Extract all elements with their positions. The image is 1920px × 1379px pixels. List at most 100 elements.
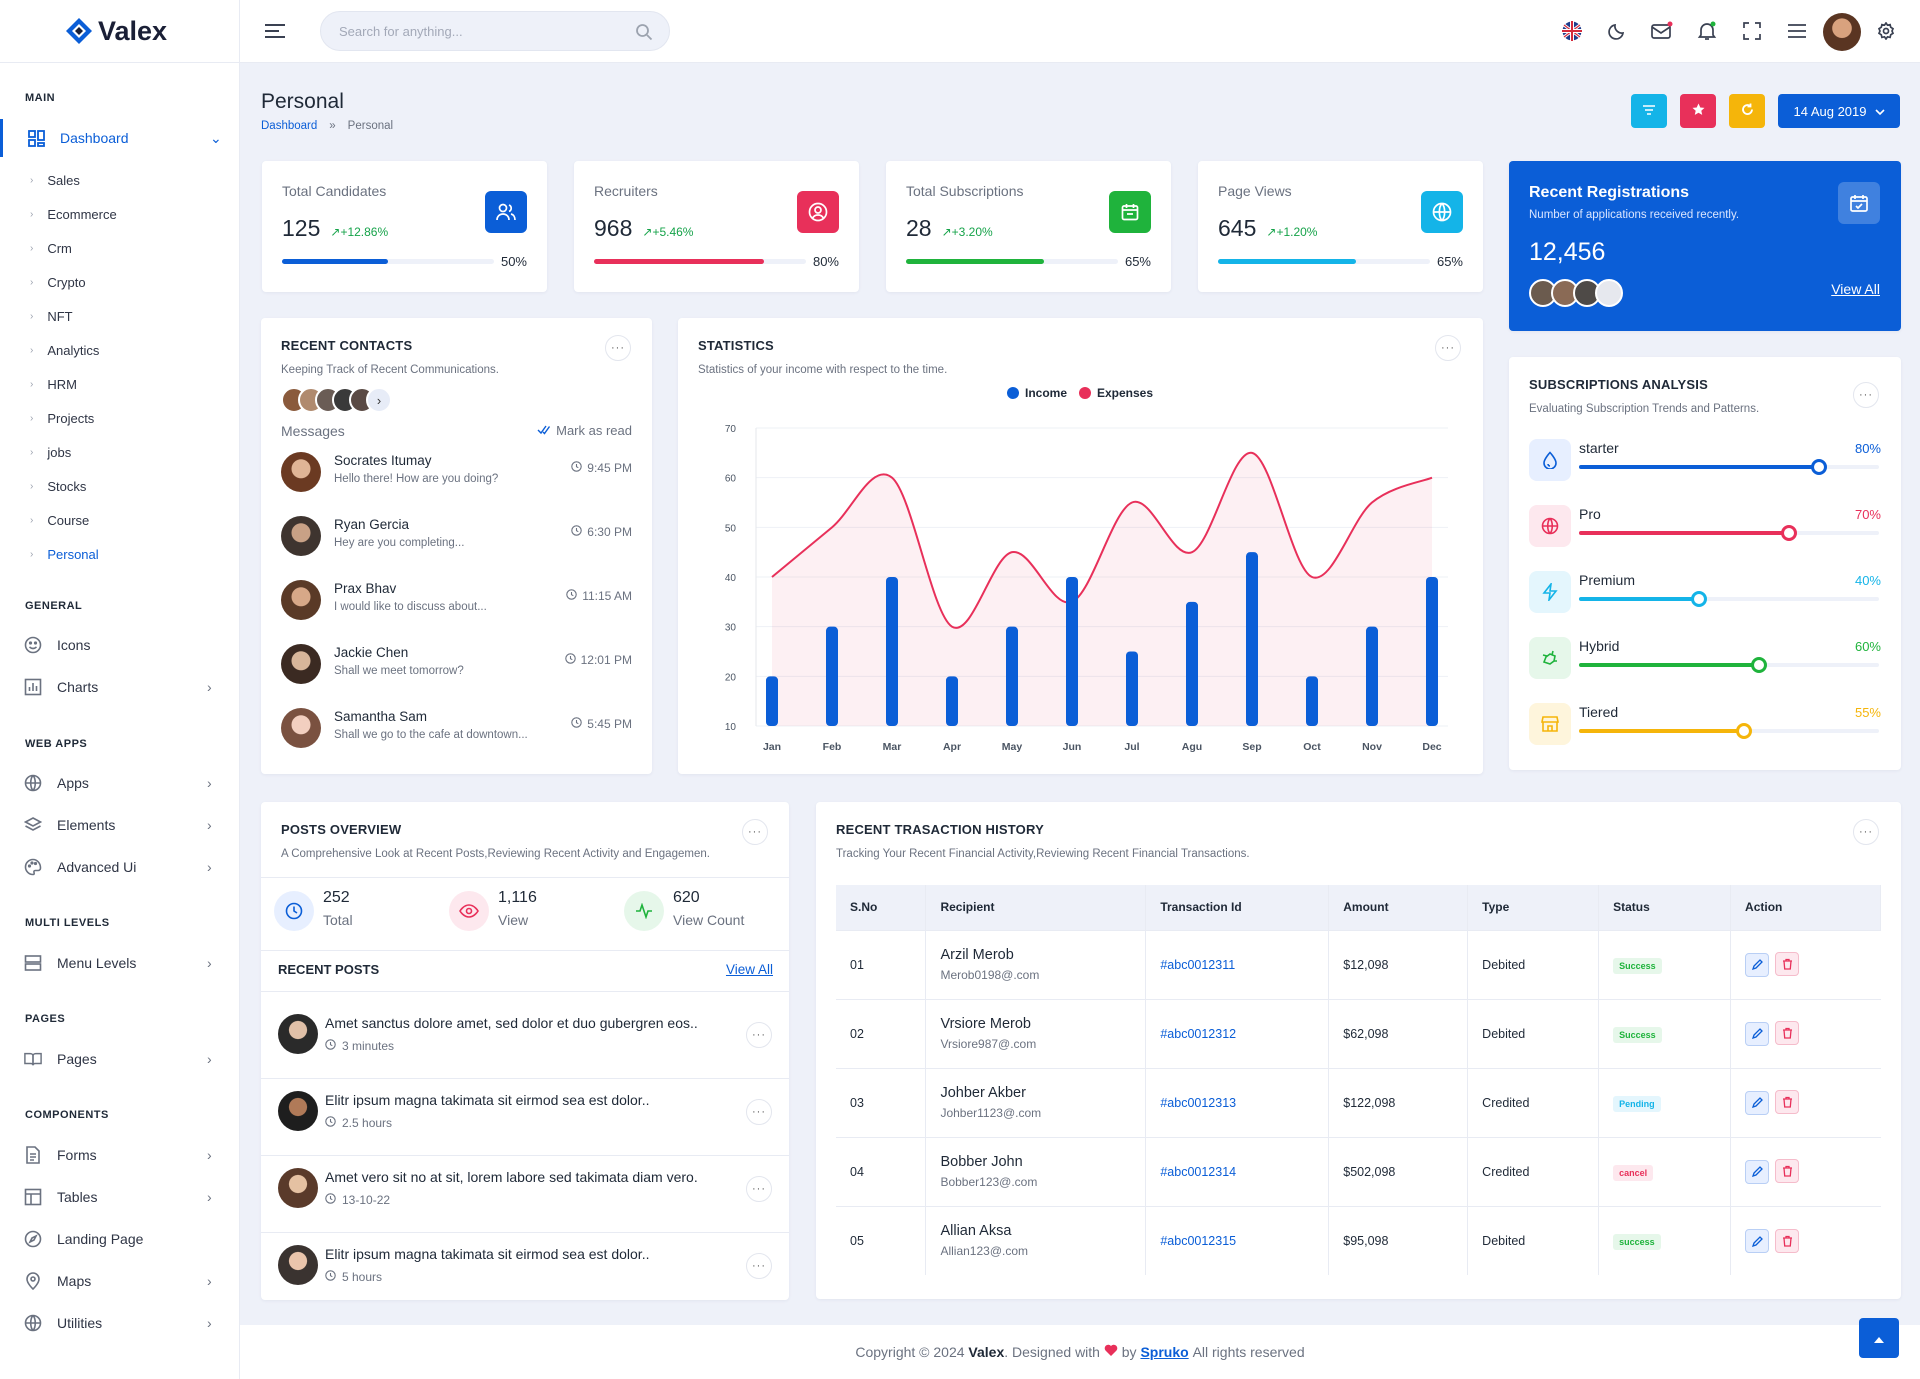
trash-icon[interactable]	[1775, 952, 1800, 977]
sidebar-subitem-crypto[interactable]: › Crypto	[30, 272, 86, 292]
sidebar-item-apps[interactable]: Apps ›	[0, 764, 239, 802]
slider-handle[interactable]	[1751, 657, 1767, 673]
sidebar-item-icons[interactable]: Icons	[0, 626, 239, 664]
more-options-button[interactable]: ···	[605, 335, 631, 361]
post-title[interactable]: Amet sanctus dolore amet, sed dolor et d…	[325, 1015, 698, 1031]
bell-icon[interactable]	[1696, 20, 1718, 42]
contact-message-row[interactable]: Prax Bhav I would like to discuss about..…	[261, 580, 652, 636]
sidebar-item-advanced-ui[interactable]: Advanced Ui ›	[0, 848, 239, 886]
cell-transaction-id[interactable]: #abc0012311	[1145, 929, 1330, 999]
cell-transaction-id[interactable]: #abc0012312	[1145, 998, 1330, 1068]
table-row[interactable]: 03 Johber Akber Johber1123@.com #abc0012313…	[836, 1067, 1881, 1137]
post-title[interactable]: Amet vero sit no at sit, lorem labore se…	[325, 1169, 698, 1185]
income-bar[interactable]	[1246, 552, 1258, 726]
legend-item[interactable]: Expenses	[1079, 386, 1153, 400]
income-bar[interactable]	[1426, 577, 1438, 726]
sidebar-subitem-ecommerce[interactable]: › Ecommerce	[30, 204, 117, 224]
edit-icon[interactable]	[1745, 952, 1770, 977]
logo[interactable]: Valex	[0, 0, 239, 63]
more-options-button[interactable]: ···	[746, 1099, 772, 1125]
user-avatar[interactable]	[1823, 13, 1861, 51]
sidebar-item-elements[interactable]: Elements ›	[0, 806, 239, 844]
trash-icon[interactable]	[1775, 1090, 1800, 1115]
contact-message-row[interactable]: Jackie Chen Shall we meet tomorrow? 12:01 …	[261, 644, 652, 700]
cell-transaction-id[interactable]: #abc0012313	[1145, 1067, 1330, 1137]
more-options-button[interactable]: ···	[1853, 819, 1879, 845]
income-bar[interactable]	[946, 676, 958, 726]
uk-flag-icon[interactable]	[1561, 20, 1583, 42]
legend-item[interactable]: Income	[1007, 386, 1067, 400]
income-bar[interactable]	[886, 577, 898, 726]
post-title[interactable]: Elitr ipsum magna takimata sit eirmod se…	[325, 1092, 650, 1108]
trash-icon[interactable]	[1775, 1159, 1800, 1184]
sidebar-subitem-projects[interactable]: › Projects	[30, 408, 94, 428]
sidebar-subitem-stocks[interactable]: › Stocks	[30, 476, 86, 496]
sidebar-subitem-analytics[interactable]: › Analytics	[30, 340, 99, 360]
breadcrumb-home[interactable]: Dashboard	[261, 120, 318, 132]
sidebar-subitem-hrm[interactable]: › HRM	[30, 374, 77, 394]
date-picker-button[interactable]: 14 Aug 2019	[1778, 94, 1900, 128]
sidebar-item-forms[interactable]: Forms ›	[0, 1136, 239, 1174]
sidebar-item-tables[interactable]: Tables ›	[0, 1178, 239, 1216]
cell-transaction-id[interactable]: #abc0012314	[1145, 1136, 1330, 1206]
footer-company-link[interactable]: Spruko	[1140, 1344, 1189, 1360]
mark-as-read-button[interactable]: Mark as read	[537, 423, 632, 438]
post-row[interactable]: Amet vero sit no at sit, lorem labore se…	[261, 1156, 789, 1233]
income-bar[interactable]	[1126, 651, 1138, 727]
refresh-button[interactable]	[1729, 94, 1765, 128]
contact-message-row[interactable]: Samantha Sam Shall we go to the cafe at d…	[261, 708, 652, 764]
sidebar-item-dashboard[interactable]: Dashboard ⌄	[0, 119, 239, 157]
moon-icon[interactable]	[1606, 20, 1628, 42]
cell-transaction-id[interactable]: #abc0012315	[1145, 1205, 1330, 1275]
mail-icon[interactable]	[1651, 20, 1673, 42]
slider-handle[interactable]	[1781, 525, 1797, 541]
hamburger-icon[interactable]	[1786, 20, 1808, 42]
income-bar[interactable]	[766, 676, 778, 726]
table-row[interactable]: 05 Allian Aksa Allian123@.com #abc0012315 $9…	[836, 1205, 1881, 1275]
edit-icon[interactable]	[1745, 1021, 1770, 1046]
sidebar-item-pages[interactable]: Pages ›	[0, 1040, 239, 1078]
settings-icon[interactable]	[1875, 20, 1897, 42]
contact-message-row[interactable]: Ryan Gercia Hey are you completing... 6:30…	[261, 516, 652, 572]
more-options-button[interactable]: ···	[1435, 335, 1461, 361]
income-bar[interactable]	[1306, 676, 1318, 726]
more-options-button[interactable]: ···	[1853, 382, 1879, 408]
slider-handle[interactable]	[1736, 723, 1752, 739]
post-row[interactable]: Elitr ipsum magna takimata sit eirmod se…	[261, 1079, 789, 1156]
slider-handle[interactable]	[1691, 591, 1707, 607]
edit-icon[interactable]	[1745, 1159, 1770, 1184]
sidebar-item-menu-levels[interactable]: Menu Levels ›	[0, 944, 239, 982]
edit-icon[interactable]	[1745, 1229, 1770, 1253]
more-options-button[interactable]: ···	[746, 1022, 772, 1048]
income-bar[interactable]	[1366, 626, 1378, 726]
sidebar-subitem-nft[interactable]: › NFT	[30, 306, 73, 326]
footer-brand[interactable]: Valex	[968, 1344, 1005, 1360]
chevron-right-icon[interactable]: ›	[366, 387, 392, 413]
trash-icon[interactable]	[1775, 1228, 1800, 1253]
slider-handle[interactable]	[1811, 459, 1827, 475]
back-to-top-button[interactable]	[1859, 1318, 1899, 1358]
post-row[interactable]: Amet sanctus dolore amet, sed dolor et d…	[261, 1002, 789, 1079]
subscription-slider[interactable]	[1579, 591, 1879, 607]
menu-toggle-icon[interactable]	[264, 20, 286, 42]
sidebar-subitem-course[interactable]: › Course	[30, 510, 89, 530]
view-all-posts-link[interactable]: View All	[725, 962, 773, 977]
subscription-slider[interactable]	[1579, 657, 1879, 673]
more-options-button[interactable]: ···	[746, 1253, 772, 1279]
sidebar-subitem-personal[interactable]: › Personal	[30, 544, 99, 564]
sidebar-item-charts[interactable]: Charts ›	[0, 668, 239, 706]
contact-message-row[interactable]: Socrates Itumay Hello there! How are you …	[261, 452, 652, 508]
table-row[interactable]: 01 Arzil Merob Merob0198@.com #abc0012311 $1…	[836, 929, 1881, 999]
subscription-slider[interactable]	[1579, 723, 1879, 739]
sidebar-subitem-crm[interactable]: › Crm	[30, 238, 72, 258]
favorite-button[interactable]	[1680, 94, 1716, 128]
table-row[interactable]: 04 Bobber John Bobber123@.com #abc0012314 $5…	[836, 1136, 1881, 1206]
view-all-link[interactable]: View All	[1831, 281, 1880, 297]
post-row[interactable]: Elitr ipsum magna takimata sit eirmod se…	[261, 1233, 789, 1310]
sidebar-subitem-sales[interactable]: › Sales	[30, 170, 80, 190]
more-options-button[interactable]: ···	[742, 819, 768, 845]
trash-icon[interactable]	[1775, 1021, 1800, 1046]
sidebar-item-landing-page[interactable]: Landing Page	[0, 1220, 239, 1258]
subscription-slider[interactable]	[1579, 459, 1879, 475]
more-options-button[interactable]: ···	[746, 1176, 772, 1202]
